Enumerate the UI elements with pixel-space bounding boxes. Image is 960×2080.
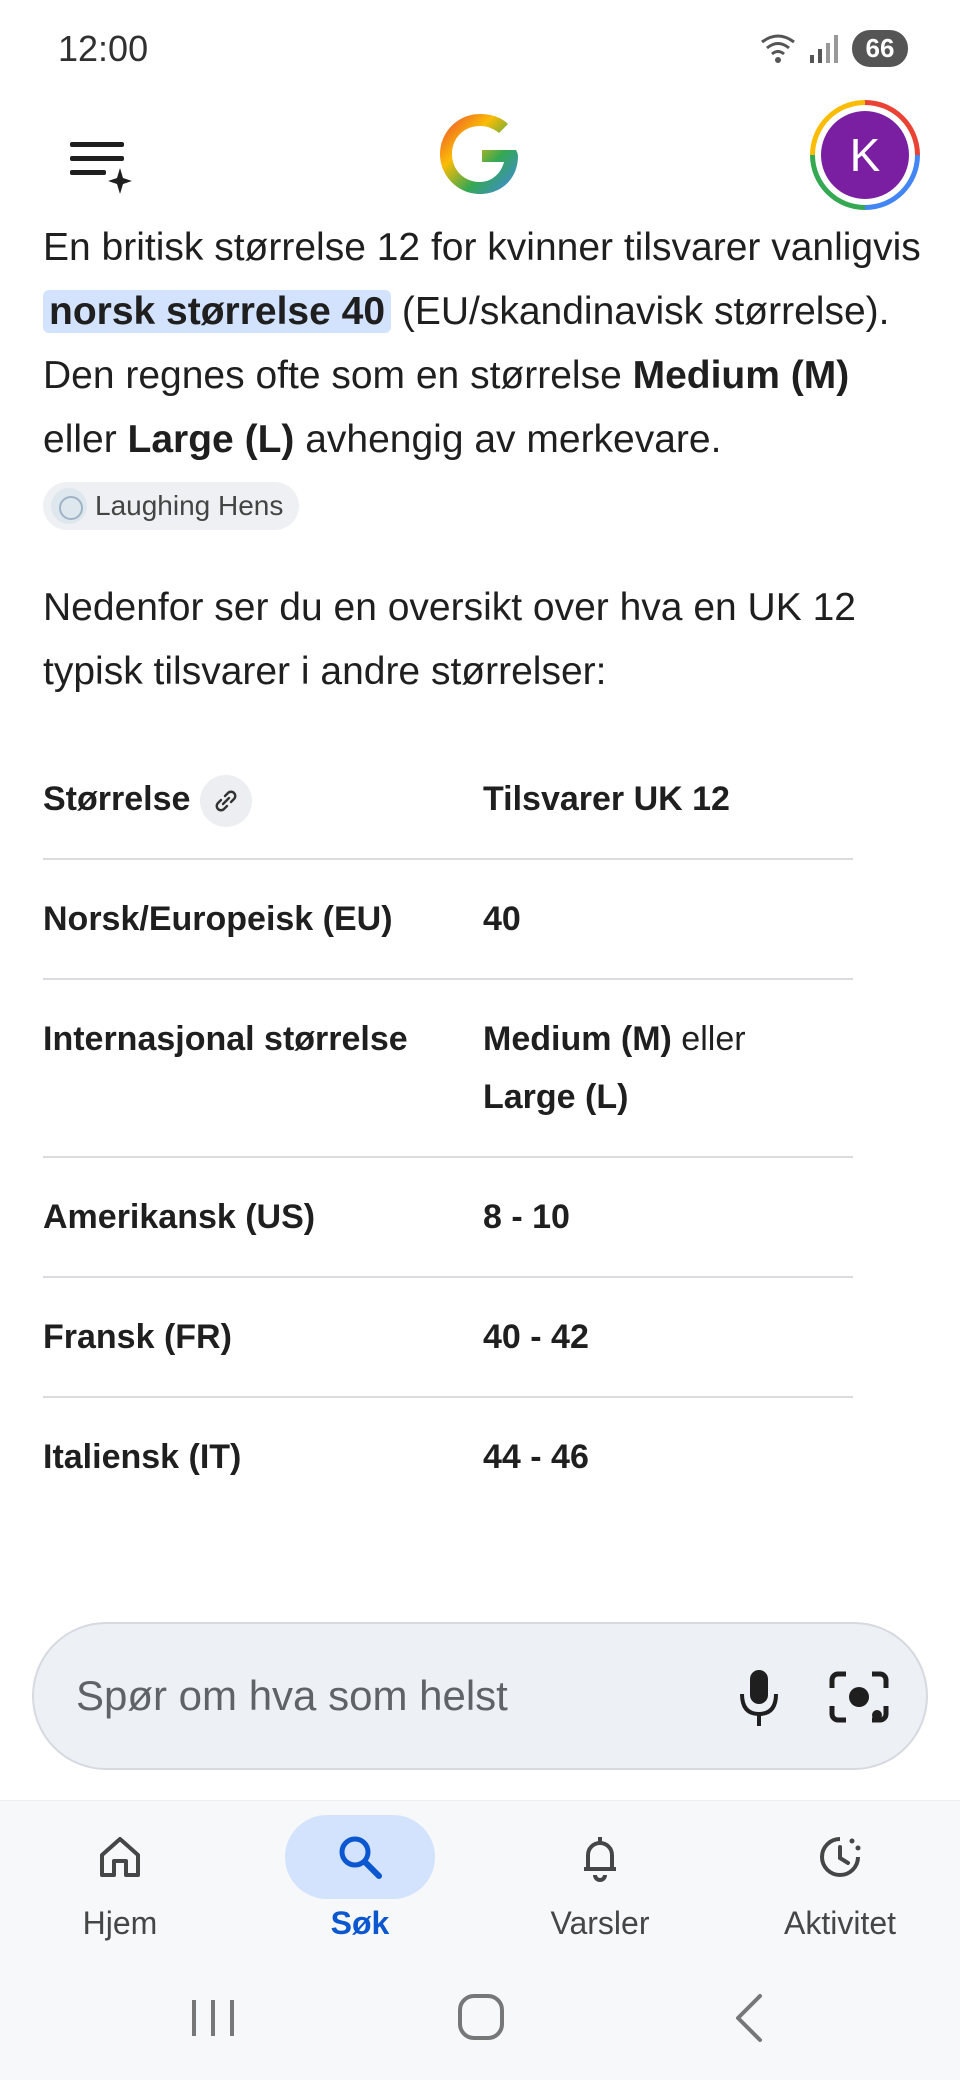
table-header-equivalent: Tilsvarer UK 12: [483, 780, 730, 818]
activity-icon: [820, 1837, 861, 1877]
table-row: Italiensk (IT) 44 - 46: [43, 1398, 853, 1516]
back-icon[interactable]: [716, 1988, 786, 2048]
search-icon: [339, 1836, 382, 1879]
table-row-value: Medium (M) eller Large (L): [483, 1020, 746, 1116]
source-chip[interactable]: Laughing Hens: [43, 481, 300, 530]
answer-paragraph-1: En britisk størrelse 12 for kvinner tils…: [43, 216, 923, 536]
table-row: Norsk/Europeisk (EU) 40: [43, 860, 853, 980]
recent-apps-icon[interactable]: [178, 1988, 248, 2048]
menu-button[interactable]: [66, 128, 136, 198]
camera-lens-icon[interactable]: [824, 1662, 894, 1732]
signal-icon: [810, 35, 838, 63]
google-logo: [440, 114, 518, 194]
bell-icon: [584, 1837, 616, 1882]
answer-paragraph-2: Nedenfor ser du en oversikt over hva en …: [43, 586, 856, 693]
table-row-value: 40 - 42: [483, 1318, 589, 1356]
status-bar: 12:00 66: [0, 0, 960, 100]
table-row-value: 44 - 46: [483, 1438, 589, 1476]
table-row: Amerikansk (US) 8 - 10: [43, 1158, 853, 1278]
table-row-label: Norsk/Europeisk (EU): [43, 900, 393, 938]
system-navigation-bar: [0, 1960, 960, 2080]
bottom-navigation: Hjem Søk Varsler: [0, 1800, 960, 1960]
account-avatar-button[interactable]: K: [810, 100, 920, 210]
nav-item-search[interactable]: Søk: [270, 1815, 450, 1955]
table-row-label: Internasjonal størrelse: [43, 1020, 408, 1058]
table-row-value: 40: [483, 900, 521, 938]
table-row-label: Amerikansk (US): [43, 1198, 316, 1236]
home-icon: [100, 1837, 140, 1877]
table-row: Internasjonal størrelse Medium (M) eller…: [43, 980, 853, 1158]
nav-item-notifications[interactable]: Varsler: [510, 1815, 690, 1955]
answer-content: En britisk størrelse 12 for kvinner tils…: [43, 216, 923, 704]
menu-sparkle-icon: [70, 142, 132, 194]
size-table: Størrelse Tilsvarer UK 12 Norsk/Europeis…: [43, 740, 853, 1516]
app-bar: K: [0, 100, 960, 240]
avatar: K: [821, 111, 909, 199]
status-icons: 66: [758, 28, 908, 68]
home-button-icon[interactable]: [446, 1988, 516, 2048]
nav-item-home[interactable]: Hjem: [30, 1815, 210, 1955]
search-placeholder: Spør om hva som helst: [76, 1672, 508, 1719]
battery-badge: 66: [852, 29, 908, 67]
status-time: 12:00: [58, 28, 149, 69]
table-row-label: Fransk (FR): [43, 1318, 232, 1356]
table-row-label: Italiensk (IT): [43, 1438, 242, 1476]
table-header-row: Størrelse Tilsvarer UK 12: [43, 740, 853, 860]
nav-item-activity[interactable]: Aktivitet: [750, 1815, 930, 1955]
table-row: Fransk (FR) 40 - 42: [43, 1278, 853, 1398]
wifi-icon: [761, 34, 795, 63]
link-icon[interactable]: [200, 775, 253, 828]
table-row-value: 8 - 10: [483, 1198, 570, 1236]
table-header-size: Størrelse: [43, 780, 191, 818]
microphone-icon[interactable]: [724, 1662, 794, 1732]
source-logo-icon: [51, 487, 87, 524]
search-input[interactable]: Spør om hva som helst: [32, 1622, 928, 1770]
highlighted-answer: norsk størrelse 40: [43, 290, 392, 333]
